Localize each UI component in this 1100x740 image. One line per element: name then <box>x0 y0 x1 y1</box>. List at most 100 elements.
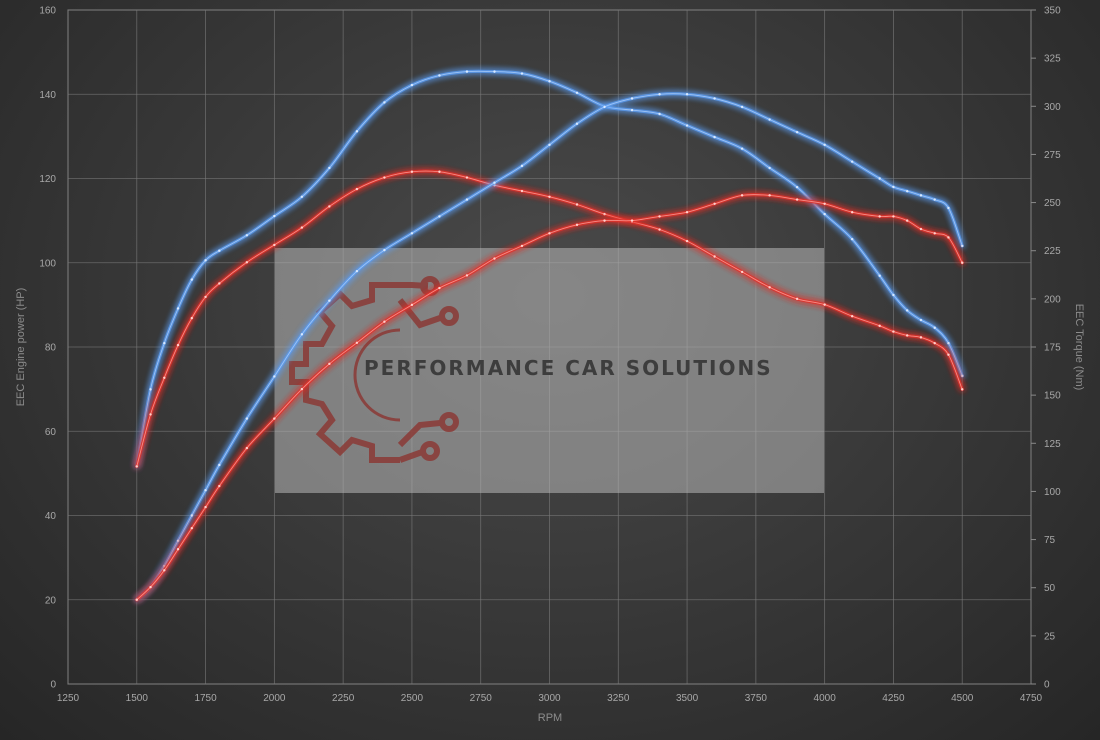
data-point <box>850 237 854 241</box>
data-point <box>823 212 826 216</box>
data-point <box>878 177 881 180</box>
data-point <box>823 202 826 205</box>
data-point <box>218 463 221 467</box>
data-point <box>204 505 207 509</box>
data-point <box>795 198 799 201</box>
data-point <box>245 261 249 264</box>
data-point <box>892 215 895 218</box>
y-tick-label: 160 <box>39 6 56 17</box>
x-tick-label: 3000 <box>538 693 561 704</box>
x-tick-label: 2500 <box>401 693 424 704</box>
data-point <box>603 219 606 222</box>
y-tick-label: 20 <box>45 595 57 606</box>
data-point <box>163 376 166 380</box>
y2-tick-label: 275 <box>1044 150 1061 161</box>
watermark: PERFORMANCE CAR SOLUTIONS <box>275 248 824 493</box>
data-point <box>410 170 414 173</box>
data-point <box>961 244 964 248</box>
data-point <box>905 189 909 193</box>
data-point <box>548 195 551 198</box>
data-point <box>176 343 180 347</box>
data-point <box>438 286 441 290</box>
data-point <box>493 257 496 260</box>
data-point <box>947 206 950 210</box>
data-point <box>892 330 895 333</box>
data-point <box>245 234 249 237</box>
data-point <box>190 514 194 517</box>
data-point <box>933 232 936 235</box>
data-point <box>905 309 909 312</box>
data-point <box>548 80 551 83</box>
x-tick-label: 4000 <box>814 693 837 704</box>
y-tick-label: 80 <box>45 343 57 354</box>
data-point <box>905 219 909 222</box>
data-point <box>383 248 386 252</box>
data-point <box>878 274 881 277</box>
tick-labels: 1250 1500 1750 2000 2250 2500 2750 3000 3250 3500… <box>39 6 1061 705</box>
watermark-panel <box>275 248 824 493</box>
data-point <box>575 91 579 95</box>
watermark-text: PERFORMANCE CAR SOLUTIONS <box>364 356 773 380</box>
data-point <box>685 211 689 214</box>
data-point <box>768 194 771 197</box>
data-point <box>630 97 634 100</box>
data-point <box>850 160 854 163</box>
data-point <box>410 303 414 307</box>
data-point <box>630 108 634 112</box>
data-point <box>273 214 276 218</box>
y2-tick-label: 250 <box>1044 198 1061 209</box>
data-point <box>355 130 359 133</box>
data-point <box>520 244 524 248</box>
x-tick-label: 4250 <box>882 693 905 704</box>
data-point <box>438 170 441 173</box>
data-point <box>328 362 331 366</box>
x-tick-label: 4500 <box>951 693 974 704</box>
data-point <box>919 194 923 197</box>
y2-tick-label: 300 <box>1044 102 1061 113</box>
data-point <box>383 101 386 104</box>
data-point <box>768 286 771 289</box>
data-point <box>823 143 826 146</box>
x-tick-label: 1250 <box>57 693 80 704</box>
data-point <box>355 341 359 344</box>
y2-axis-title: EEC Torque (Nm) <box>1073 304 1085 391</box>
data-point <box>892 185 895 189</box>
data-point <box>740 105 744 109</box>
x-tick-label: 1500 <box>126 693 149 704</box>
x-tick-label: 1750 <box>194 693 217 704</box>
data-point <box>149 585 152 589</box>
data-point <box>328 299 331 302</box>
data-point <box>603 212 606 216</box>
y2-tick-label: 200 <box>1044 294 1061 305</box>
data-point <box>740 194 744 197</box>
data-point <box>300 387 304 391</box>
data-point <box>190 316 194 320</box>
data-point <box>630 219 634 222</box>
data-point <box>823 303 826 306</box>
data-point <box>273 375 276 378</box>
data-point <box>713 135 716 139</box>
data-point <box>575 223 579 227</box>
data-point <box>548 143 551 146</box>
y-tick-label: 120 <box>39 174 56 185</box>
data-point <box>947 353 950 356</box>
data-point <box>795 130 799 134</box>
x-tick-label: 3500 <box>676 693 699 704</box>
power-blue-line <box>135 92 964 602</box>
y-tick-label: 0 <box>50 680 56 691</box>
data-point <box>878 324 881 328</box>
y2-tick-label: 75 <box>1044 535 1056 546</box>
torque-red-line <box>135 169 964 468</box>
data-point <box>658 215 661 218</box>
data-point <box>740 270 744 274</box>
data-point <box>520 164 524 168</box>
data-point <box>273 417 276 420</box>
data-point <box>300 333 304 336</box>
data-point <box>685 93 689 96</box>
data-point <box>603 105 606 109</box>
y2-tick-label: 125 <box>1044 439 1061 450</box>
data-point <box>919 227 923 231</box>
data-point <box>740 147 744 150</box>
data-point <box>328 166 331 170</box>
x-tick-label: 3750 <box>745 693 768 704</box>
